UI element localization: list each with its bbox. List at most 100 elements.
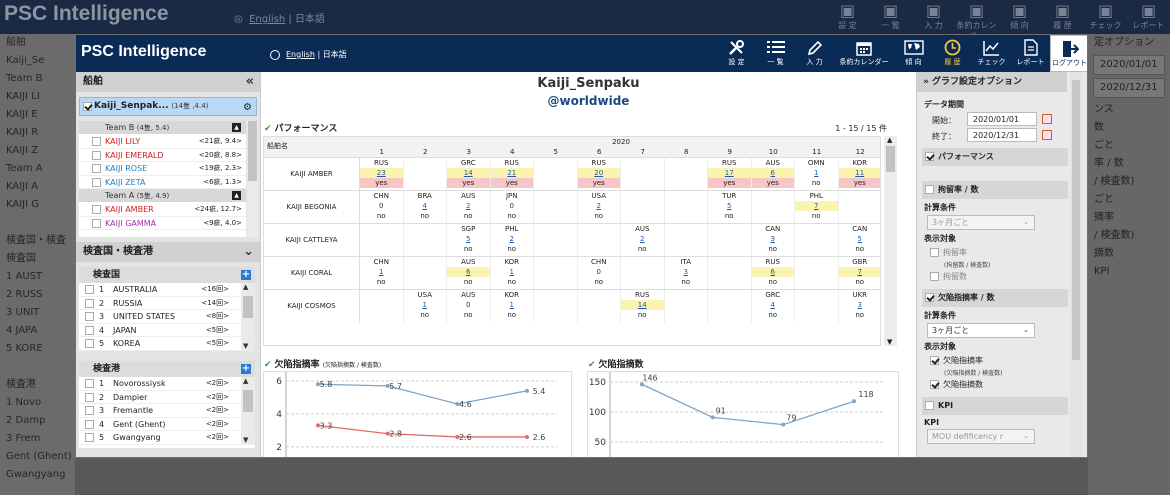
expand-inspection-icon[interactable]: ⌄ — [243, 244, 254, 259]
vessel-checkbox[interactable] — [92, 164, 101, 173]
nav-list[interactable]: 一 覧 — [756, 35, 795, 72]
item-checkbox[interactable] — [85, 312, 94, 321]
vessel-item[interactable]: KAIJI ROSE <19疵, 2.3> — [79, 162, 246, 176]
list-item[interactable]: 5 Gwangyang <2回> — [79, 431, 255, 445]
vessel-item[interactable]: KAIJI GAMMA <9疵, 4.0> — [79, 217, 246, 230]
deficiency-count-link[interactable]: 6 — [447, 267, 490, 277]
vessel-item[interactable]: KAIJI ZETA <6疵, 1.3> — [79, 176, 246, 189]
performance-option[interactable]: パフォーマンス — [922, 148, 1068, 166]
deficiency-count-link[interactable]: 1 — [422, 301, 427, 309]
nav-history[interactable]: 履 歴 — [933, 35, 972, 72]
deficiency-count-link[interactable]: 2 — [640, 235, 645, 243]
deficiency-count-link[interactable]: 2 — [596, 202, 601, 210]
item-checkbox[interactable] — [85, 298, 94, 308]
nav-logout[interactable]: ログアウト — [1050, 35, 1087, 72]
list-item[interactable]: 4 JAPAN <5回> — [79, 324, 255, 337]
nav-convention-calendar[interactable]: 条約カレンダー — [834, 35, 894, 72]
graph-options-scrollbar[interactable] — [1070, 72, 1082, 457]
vessel-item[interactable]: KAIJI AMBER <24疵, 12.7> — [79, 203, 246, 217]
item-checkbox[interactable] — [85, 339, 94, 348]
item-checkbox[interactable] — [85, 406, 94, 415]
end-date-input[interactable]: 2020/12/31 — [967, 128, 1037, 142]
nav-input[interactable]: 入 力 — [795, 35, 834, 72]
japanese-link[interactable]: 日本語 — [322, 50, 347, 59]
nav-report[interactable]: レポート — [1011, 35, 1050, 72]
deficiency-count-link[interactable]: 11 — [838, 168, 880, 178]
english-link[interactable]: English — [286, 50, 315, 59]
kpi-select[interactable]: MOU defificency r ⌄ — [927, 429, 1035, 444]
deficiency-count-link[interactable]: 5 — [466, 235, 471, 243]
deficiency-rate-option[interactable]: 欠陥指摘率 — [930, 354, 1068, 368]
deficiency-count-link[interactable]: 2 — [509, 235, 514, 243]
country-list-scrollbar[interactable]: ▲ ▼ — [241, 283, 255, 350]
start-date-input[interactable]: 2020/01/01 — [967, 112, 1037, 126]
nav-check[interactable]: チェック — [972, 35, 1011, 72]
vessel-item[interactable]: KAIJI LILY <21疵, 9.4> — [79, 135, 246, 149]
deficiency-count-link[interactable]: 3 — [857, 301, 862, 309]
calendar-icon[interactable] — [1042, 130, 1052, 140]
deficiency-count-link[interactable]: 7 — [838, 267, 880, 277]
detention-count-option[interactable]: 拘留数 — [930, 270, 1068, 284]
vessel-group[interactable]: Team B (4隻, 5.4) ▲ — [79, 121, 246, 134]
deficiency-count-link[interactable]: 3 — [683, 268, 688, 276]
calendar-icon[interactable] — [1042, 114, 1052, 124]
add-country-icon[interactable]: + — [241, 269, 251, 280]
vessel-checkbox[interactable] — [92, 177, 101, 187]
nav-settings[interactable]: 設 定 — [717, 35, 756, 72]
list-item[interactable]: 1 AUSTRALIA <16回> — [79, 283, 255, 297]
item-checkbox[interactable] — [85, 379, 94, 388]
item-checkbox[interactable] — [85, 325, 94, 335]
performance-table-scrollbar[interactable]: ▲ ▼ — [884, 136, 897, 346]
performance-checkbox[interactable] — [925, 152, 934, 161]
vessel-group-checkbox[interactable] — [83, 102, 92, 111]
deficiency-count-link[interactable]: 5 — [857, 235, 862, 243]
detention-checkbox[interactable] — [925, 185, 934, 194]
deficiency-count-option[interactable]: 欠陥指摘数 — [930, 378, 1068, 392]
vessel-item[interactable]: KAIJI EMERALD <20疵, 8.8> — [79, 149, 246, 162]
detention-calc-select[interactable]: 3ヶ月ごと ⌄ — [927, 215, 1035, 230]
deficiency-count-link[interactable]: 14 — [447, 168, 490, 178]
deficiency-count-link[interactable]: 6 — [751, 168, 794, 178]
vessel-checkbox[interactable] — [92, 137, 101, 146]
gear-icon[interactable]: ⚙ — [243, 102, 252, 113]
deficiency-count-link[interactable]: 14 — [621, 300, 664, 310]
deficiency-count-link[interactable]: 20 — [577, 168, 620, 178]
collapse-left-icon[interactable]: « — [245, 74, 254, 89]
port-list-scrollbar[interactable]: ▲ ▼ — [241, 377, 255, 444]
deficiency-checkbox[interactable] — [925, 293, 934, 302]
deficiency-count-link[interactable]: 21 — [490, 168, 533, 178]
deficiency-count-link[interactable]: 5 — [727, 202, 732, 210]
deficiency-count-link[interactable]: 17 — [708, 168, 751, 178]
list-item[interactable]: 3 Fremantle <2回> — [79, 404, 255, 418]
deficiency-count-link[interactable]: 4 — [770, 301, 775, 309]
list-item[interactable]: 5 KOREA <5回> — [79, 337, 255, 351]
vessel-checkbox[interactable] — [92, 205, 101, 214]
kpi-checkbox[interactable] — [925, 401, 934, 410]
deficiency-count-link[interactable]: 1 — [379, 268, 384, 276]
item-checkbox[interactable] — [85, 419, 94, 429]
list-item[interactable]: 2 Dampier <2回> — [79, 391, 255, 404]
vessel-list-scrollbar[interactable] — [247, 121, 258, 237]
vessel-checkbox[interactable] — [92, 218, 101, 228]
detention-option[interactable]: 拘留率 / 数 — [922, 181, 1068, 199]
item-checkbox[interactable] — [85, 392, 94, 402]
deficiency-count-link[interactable]: 1 — [509, 301, 514, 309]
deficiency-option[interactable]: 欠陥指摘率 / 数 — [922, 289, 1068, 307]
pin-icon[interactable]: ▲ — [232, 191, 241, 200]
deficiency-count-link[interactable]: 23 — [360, 168, 403, 178]
selected-vessel-group[interactable]: Kaiji_Senpak... (14隻 ,4.4) ⚙ — [79, 97, 257, 116]
nav-trend[interactable]: 傾 向 — [894, 35, 933, 72]
list-item[interactable]: 1 Novorossiysk <2回> — [79, 377, 255, 391]
list-item[interactable]: 3 UNITED STATES <8回> — [79, 310, 255, 324]
item-checkbox[interactable] — [85, 285, 94, 294]
list-item[interactable]: 2 RUSSIA <14回> — [79, 297, 255, 310]
deficiency-count-link[interactable]: 2 — [466, 202, 471, 210]
deficiency-calc-select[interactable]: 3ヶ月ごと ⌄ — [927, 323, 1035, 338]
deficiency-count-link[interactable]: 4 — [422, 202, 427, 210]
vessel-group[interactable]: Team A (5隻, 4.9) ▲ — [79, 189, 246, 202]
vessel-checkbox[interactable] — [92, 150, 101, 160]
detention-rate-option[interactable]: 拘留率 — [930, 246, 1068, 260]
item-checkbox[interactable] — [85, 433, 94, 442]
kpi-option[interactable]: KPI — [922, 397, 1068, 415]
list-item[interactable]: 4 Gent (Ghent) <2回> — [79, 418, 255, 431]
